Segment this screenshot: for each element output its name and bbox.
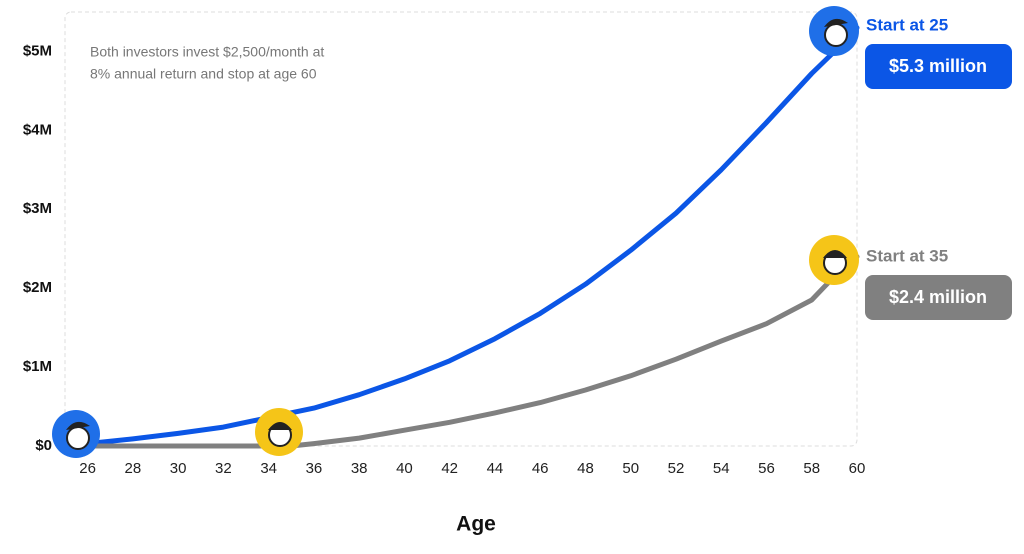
x-axis-title: Age bbox=[456, 513, 496, 536]
y-tick-label: $3M bbox=[23, 200, 52, 217]
x-tick-label: 58 bbox=[803, 460, 820, 477]
series-name: Start at 35 bbox=[866, 246, 948, 265]
x-tick-label: 60 bbox=[849, 460, 866, 477]
y-tick-label: $4M bbox=[23, 121, 52, 138]
x-tick-label: 32 bbox=[215, 460, 232, 477]
y-tick-label: $5M bbox=[23, 42, 52, 59]
y-tick-label: $0 bbox=[35, 437, 52, 454]
x-tick-label: 28 bbox=[125, 460, 142, 477]
avatar bbox=[809, 235, 859, 285]
series-name: Start at 25 bbox=[866, 15, 948, 34]
plot-frame bbox=[64, 11, 858, 447]
x-tick-label: 54 bbox=[713, 460, 730, 477]
x-tick-label: 34 bbox=[260, 460, 277, 477]
x-tick-label: 50 bbox=[622, 460, 639, 477]
x-tick-label: 38 bbox=[351, 460, 368, 477]
x-tick-label: 26 bbox=[79, 460, 96, 477]
value-label: $5.3 million bbox=[889, 56, 987, 76]
series-line bbox=[62, 25, 860, 449]
y-tick-label: $1M bbox=[23, 358, 52, 375]
x-tick-label: 46 bbox=[532, 460, 549, 477]
x-tick-label: 36 bbox=[306, 460, 323, 477]
value-label-box bbox=[865, 275, 1012, 320]
x-tick-label: 48 bbox=[577, 460, 594, 477]
note-line: Both investors invest $2,500/month at bbox=[90, 44, 324, 60]
avatar bbox=[255, 408, 303, 456]
value-label: $2.4 million bbox=[889, 287, 987, 307]
value-label-box bbox=[865, 44, 1012, 89]
x-tick-label: 52 bbox=[668, 460, 685, 477]
x-tick-label: 30 bbox=[170, 460, 187, 477]
y-tick-label: $2M bbox=[23, 279, 52, 296]
lines bbox=[62, 25, 860, 449]
avatar bbox=[809, 6, 859, 56]
avatar bbox=[52, 410, 100, 458]
note-line: 8% annual return and stop at age 60 bbox=[90, 66, 317, 82]
x-tick-label: 40 bbox=[396, 460, 413, 477]
x-tick-label: 44 bbox=[487, 460, 504, 477]
series-line bbox=[62, 254, 860, 449]
x-tick-label: 42 bbox=[441, 460, 458, 477]
x-tick-label: 56 bbox=[758, 460, 775, 477]
